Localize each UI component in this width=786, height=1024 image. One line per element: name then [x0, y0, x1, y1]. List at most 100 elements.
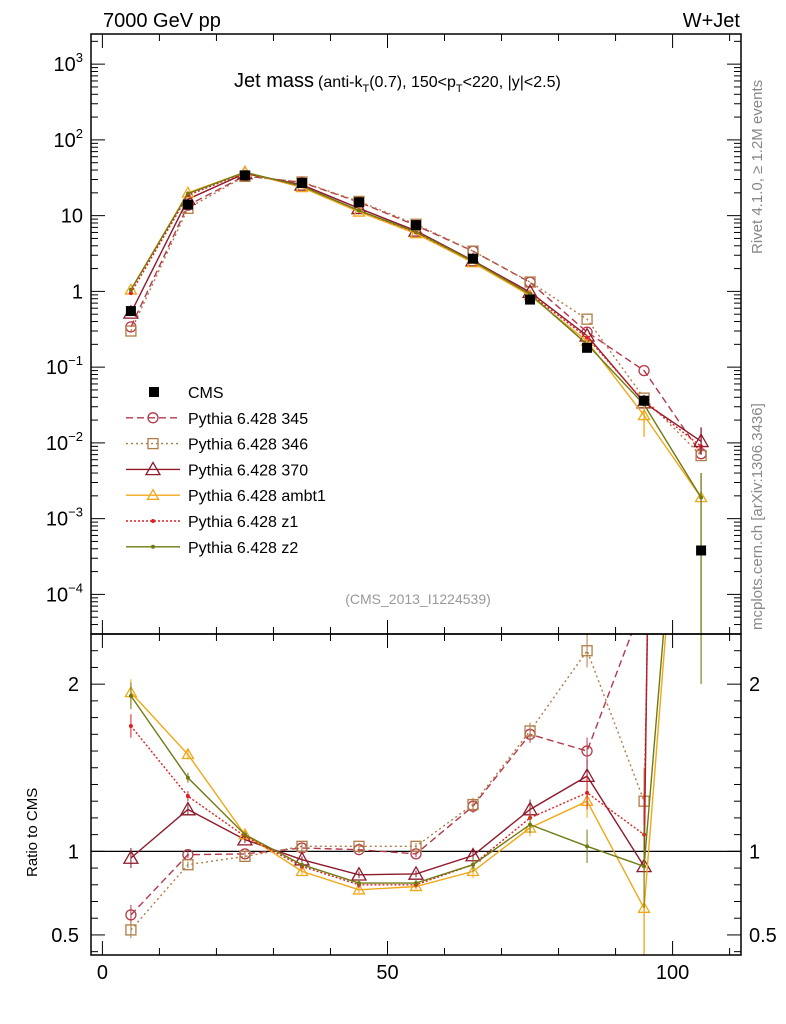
ratio-point-p346: [239, 850, 251, 863]
header-right-title: W+Jet: [683, 10, 741, 32]
legend-item-p345: Pythia 6.428 345: [126, 411, 308, 428]
point-z1: [585, 335, 590, 340]
ratio-point-p346: [296, 840, 308, 852]
ratio-point-z2: [242, 832, 247, 837]
top-ytick-label: 10−4: [46, 580, 83, 606]
header-left-title: 7000 GeV pp: [103, 10, 221, 32]
legend-label-data: CMS: [188, 385, 224, 402]
data-point: [582, 342, 593, 353]
ratio-point-ambt1: [466, 864, 480, 877]
ratio-point-p345: [581, 745, 593, 757]
ratio-point-p370: [407, 865, 425, 880]
ratio-point-z2: [585, 844, 590, 849]
ratio-ytick-label: 1: [68, 841, 79, 863]
xtick-label: 100: [656, 962, 689, 984]
data-point: [639, 395, 650, 406]
ratio-point-z1: [128, 723, 133, 728]
main-title-text: Jet mass: [234, 70, 314, 92]
ratio-point-z1: [585, 790, 590, 795]
ratio-ytick-label-right: 2: [749, 674, 760, 696]
point-p370: [350, 199, 368, 215]
legend-marker-z2: [151, 544, 155, 549]
top-panel-axes: 10−4 10−3 10−2 10−1 1 10 102 103: [46, 40, 741, 626]
watermark: (CMS_2013_I1224539): [345, 591, 491, 607]
point-p346: [125, 325, 137, 337]
data-point: [411, 220, 421, 231]
legend-marker-p345: [147, 412, 159, 424]
data-point: [696, 545, 707, 556]
top-ytick-label: 10−1: [46, 353, 83, 379]
legend-marker-p346: [147, 437, 159, 450]
legend-item-p370: Pythia 6.428 370: [126, 461, 308, 479]
point-z2: [128, 287, 133, 292]
legend-marker-data: [149, 387, 159, 397]
ratio-point-p346: [410, 840, 422, 852]
ratio-point-z2: [356, 881, 361, 886]
ratio-point-z2: [128, 693, 133, 698]
legend-item-ambt1: Pythia 6.428 ambt1: [126, 488, 326, 505]
legend-label-p346: Pythia 6.428 346: [188, 437, 308, 454]
ratio-point-ambt1: [295, 864, 309, 877]
point-p345: [638, 364, 650, 377]
xtick-label: 0: [97, 962, 108, 984]
ratio-point-ambt1: [352, 882, 366, 895]
ratio-point-ambt1: [181, 747, 195, 760]
data-point: [296, 177, 307, 188]
top-ytick-label: 102: [54, 126, 83, 152]
ratio-point-z2: [414, 881, 418, 886]
legend-label-ambt1: Pythia 6.428 ambt1: [188, 488, 326, 505]
ratio-ylabel: Ratio to CMS: [24, 788, 41, 877]
legend-item-data: CMS: [149, 385, 224, 402]
side-label-rivet: Rivet 4.1.0, ≥ 1.2M events: [749, 80, 766, 254]
ratio-point-p346: [182, 859, 194, 871]
data-point: [239, 170, 250, 181]
legend-label-p345: Pythia 6.428 345: [188, 411, 308, 428]
ratio-point-p346: [467, 798, 479, 811]
ratio-point-z2: [185, 775, 190, 780]
main-title: Jet mass (anti-kT(0.7), 150<pT<220, |y|<…: [234, 70, 561, 95]
ratio-point-p346: [125, 924, 137, 936]
data-point: [353, 197, 364, 208]
ratio-panel-series: [122, 634, 702, 955]
point-p346: [524, 276, 536, 288]
ratio-panel-frame: [90, 633, 742, 956]
ratio-point-p370: [179, 801, 197, 816]
data-point: [468, 253, 479, 264]
ratio-ytick-label-right: 0.5: [749, 925, 777, 947]
ratio-point-p346: [524, 725, 536, 737]
ratio-point-ambt1: [409, 879, 423, 892]
data-point: [525, 294, 536, 305]
top-ytick-label: 10−2: [46, 429, 83, 455]
top-ytick-label: 10−3: [46, 505, 83, 531]
x-axis: 0 50 100: [97, 34, 731, 984]
ratio-point-z1: [185, 794, 190, 799]
legend-marker-ambt1: [146, 488, 160, 500]
ratio-point-p346: [581, 645, 593, 657]
ratio-point-z2: [642, 864, 647, 869]
data-point: [182, 199, 193, 210]
top-ytick-label: 103: [54, 50, 83, 76]
top-ytick-label: 1: [72, 281, 83, 303]
top-ytick-label: 10: [61, 206, 83, 228]
legend-item-z1: Pythia 6.428 z1: [126, 514, 298, 531]
legend-item-p346: Pythia 6.428 346: [126, 437, 308, 454]
ratio-ytick-label: 0.5: [51, 925, 79, 947]
xtick-label: 50: [376, 962, 398, 984]
ratio-point-p346: [353, 840, 365, 852]
ratio-panel-axes: 0.5 0.5 1 1 2 2: [51, 650, 777, 953]
legend: CMS Pythia 6.428 345 Pythia 6.428 346 Pythi…: [126, 385, 326, 557]
ratio-ytick-label-right: 1: [749, 841, 760, 863]
ratio-point-p370: [122, 849, 140, 864]
legend-label-p370: Pythia 6.428 370: [188, 462, 308, 479]
side-label-mcplots: mcplots.cern.ch [arXiv:1306.3436]: [749, 403, 766, 630]
ratio-point-z2: [528, 822, 533, 827]
legend-label-z2: Pythia 6.428 z2: [188, 540, 298, 557]
point-z1: [128, 291, 133, 296]
data-point: [125, 306, 136, 317]
point-z2: [356, 208, 361, 213]
ratio-point-z2: [471, 862, 476, 867]
ratio-point-p345: [125, 909, 137, 921]
ratio-point-z2: [299, 862, 304, 867]
